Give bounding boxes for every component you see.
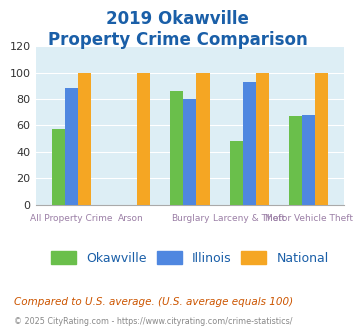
Bar	[243, 82, 256, 205]
Text: Property Crime Comparison: Property Crime Comparison	[48, 31, 307, 50]
Bar	[289, 116, 302, 205]
Bar	[315, 73, 328, 205]
Bar	[184, 99, 196, 205]
Text: Larceny & Theft: Larceny & Theft	[213, 214, 285, 223]
Bar	[78, 73, 91, 205]
Bar	[256, 73, 269, 205]
Text: © 2025 CityRating.com - https://www.cityrating.com/crime-statistics/: © 2025 CityRating.com - https://www.city…	[14, 317, 293, 326]
Bar	[230, 141, 243, 205]
Text: Compared to U.S. average. (U.S. average equals 100): Compared to U.S. average. (U.S. average …	[14, 297, 293, 307]
Bar	[302, 115, 315, 205]
Bar	[196, 73, 209, 205]
Text: Arson: Arson	[118, 214, 143, 223]
Bar	[170, 91, 184, 205]
Bar	[51, 129, 65, 205]
Legend: Okawville, Illinois, National: Okawville, Illinois, National	[46, 246, 334, 270]
Text: All Property Crime: All Property Crime	[30, 214, 113, 223]
Text: Burglary: Burglary	[171, 214, 209, 223]
Bar	[137, 73, 150, 205]
Text: Motor Vehicle Theft: Motor Vehicle Theft	[265, 214, 353, 223]
Bar	[65, 88, 78, 205]
Text: 2019 Okawville: 2019 Okawville	[106, 10, 249, 28]
